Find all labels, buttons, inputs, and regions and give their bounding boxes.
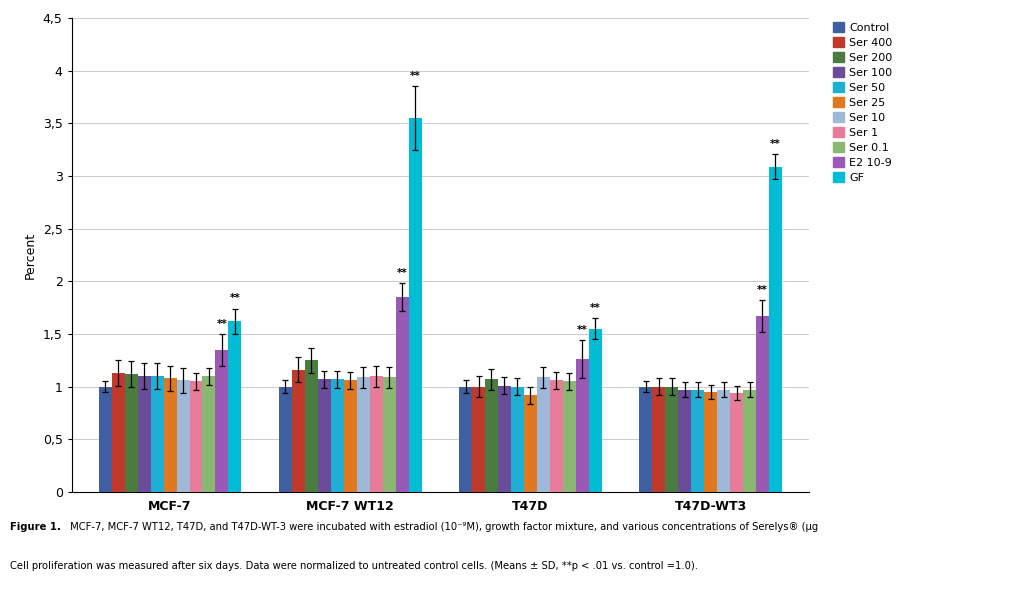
Bar	[705, 392, 717, 492]
Bar	[524, 395, 537, 492]
Bar	[717, 390, 730, 492]
Bar	[137, 376, 151, 492]
Text: **: **	[590, 303, 601, 313]
Text: MCF-7, MCF-7 WT12, T47D, and T47D-WT-3 were incubated with estradiol (10⁻⁹M), gr: MCF-7, MCF-7 WT12, T47D, and T47D-WT-3 w…	[67, 522, 818, 532]
Bar	[176, 380, 189, 492]
Bar	[331, 379, 344, 492]
Bar	[485, 379, 498, 492]
Text: **: **	[770, 139, 781, 149]
Bar	[678, 390, 691, 492]
Bar	[550, 380, 563, 492]
Bar	[511, 386, 524, 492]
Bar	[356, 377, 370, 492]
Bar	[383, 377, 395, 492]
Bar	[203, 376, 215, 492]
Bar	[151, 376, 164, 492]
Bar	[769, 167, 782, 492]
Text: **: **	[396, 268, 408, 278]
Bar	[743, 390, 756, 492]
Bar	[459, 386, 472, 492]
Bar	[317, 379, 331, 492]
Bar	[292, 370, 305, 492]
Bar	[472, 386, 485, 492]
Bar	[409, 118, 422, 492]
Text: **: **	[216, 319, 227, 329]
Bar	[691, 390, 705, 492]
Bar	[164, 378, 176, 492]
Bar	[305, 361, 317, 492]
Bar	[189, 382, 203, 492]
Bar	[639, 386, 652, 492]
Bar	[756, 316, 769, 492]
Bar	[215, 350, 228, 492]
Legend: Control, Ser 400, Ser 200, Ser 100, Ser 50, Ser 25, Ser 10, Ser 1, Ser 0.1, E2 1: Control, Ser 400, Ser 200, Ser 100, Ser …	[829, 19, 896, 186]
Bar	[730, 393, 743, 492]
Bar	[537, 377, 550, 492]
Bar	[563, 382, 575, 492]
Text: Cell proliferation was measured after six days. Data were normalized to untreate: Cell proliferation was measured after si…	[10, 561, 698, 571]
Bar	[395, 297, 409, 492]
Bar	[228, 322, 242, 492]
Bar	[279, 386, 292, 492]
Bar	[112, 373, 125, 492]
Bar	[344, 380, 356, 492]
Text: **: **	[229, 293, 241, 304]
Bar	[575, 359, 589, 492]
Bar	[589, 329, 602, 492]
Y-axis label: Percent: Percent	[25, 232, 37, 278]
Text: **: **	[410, 71, 421, 81]
Bar	[125, 374, 137, 492]
Text: **: **	[577, 325, 588, 335]
Bar	[652, 386, 666, 492]
Text: Figure 1.: Figure 1.	[10, 522, 61, 532]
Bar	[98, 386, 112, 492]
Bar	[370, 376, 383, 492]
Text: **: **	[757, 285, 768, 295]
Bar	[498, 386, 511, 492]
Bar	[666, 386, 678, 492]
